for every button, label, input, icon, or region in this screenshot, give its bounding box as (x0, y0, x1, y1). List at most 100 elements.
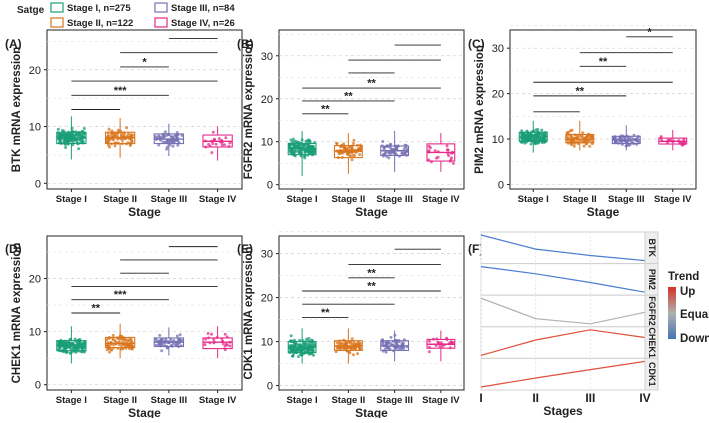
data-point (572, 144, 576, 148)
data-point (130, 140, 134, 144)
data-point (180, 339, 184, 343)
data-point (115, 134, 119, 138)
data-point (162, 135, 166, 139)
data-point (543, 132, 547, 136)
data-point (356, 352, 360, 356)
box-stage-3 (153, 327, 185, 356)
data-point (451, 161, 455, 165)
data-point (217, 137, 221, 141)
y-tick-label: 30 (261, 51, 273, 63)
legend-entry: Stage I, n=275 (50, 2, 131, 14)
data-point (56, 127, 60, 131)
data-point (304, 145, 308, 149)
significance-label: * (647, 26, 652, 38)
data-point (381, 342, 384, 346)
data-point (119, 134, 123, 138)
data-point (440, 345, 444, 348)
trend-line (480, 266, 646, 293)
data-point (175, 334, 179, 338)
box-stage-1 (518, 120, 548, 153)
data-point (298, 349, 302, 352)
data-point (394, 152, 397, 156)
data-point (397, 347, 401, 351)
gridlines (47, 41, 242, 184)
data-point (58, 341, 62, 345)
box-stage-3 (153, 123, 185, 157)
x-axis-label: Stage (587, 205, 620, 219)
data-point (385, 342, 389, 345)
data-point (122, 132, 126, 136)
data-point (77, 132, 80, 136)
x-axis-label: Stage (355, 205, 388, 219)
data-point (389, 152, 393, 155)
box-stage-1 (56, 326, 87, 364)
data-point (207, 142, 211, 146)
data-point (295, 349, 299, 353)
panel-label: (B) (237, 37, 254, 51)
data-point (578, 134, 582, 138)
data-point (107, 127, 111, 131)
data-point (402, 147, 406, 151)
box-stage-2 (333, 133, 363, 174)
data-point (223, 332, 227, 336)
data-point (394, 346, 398, 350)
data-point (299, 151, 303, 154)
panel-label: (E) (237, 242, 253, 256)
data-point (172, 339, 176, 342)
data-point (428, 146, 432, 150)
x-tick-label: Stage III (151, 194, 187, 205)
data-point (110, 348, 114, 352)
data-point (289, 349, 293, 353)
data-point (176, 143, 180, 147)
data-point (352, 138, 356, 142)
trend-legend-label: Down (680, 333, 709, 345)
data-point (171, 135, 175, 139)
x-tick-label: Stage IV (654, 194, 692, 205)
data-point (220, 143, 224, 147)
x-tick-label: Stage III (151, 395, 187, 406)
data-point (337, 152, 341, 156)
y-tick-label: 10 (492, 134, 504, 146)
data-point (107, 139, 111, 143)
strip-label: CDK1 (647, 362, 657, 387)
data-point (291, 353, 295, 357)
data-point (389, 335, 393, 339)
x-axis-label: Stage (128, 205, 161, 219)
y-tick-label: 20 (29, 65, 41, 77)
data-point (587, 135, 591, 139)
trend-legend: Trend Up Equal Down (668, 271, 709, 345)
data-point (80, 347, 84, 351)
box-stage-1 (56, 116, 87, 160)
data-point (211, 142, 215, 145)
trend-chek1: CHEK1 (480, 326, 659, 359)
plot-area (509, 29, 697, 190)
x-tick-label: Stage I (56, 194, 87, 205)
data-point (119, 132, 123, 136)
data-point (293, 149, 297, 153)
data-point (117, 340, 121, 344)
data-point (388, 347, 392, 351)
data-point (351, 353, 355, 357)
data-point (60, 129, 64, 132)
data-point (636, 136, 640, 140)
box-stage-4 (202, 126, 233, 161)
legend-label: Stage II, n=122 (67, 18, 133, 29)
data-point (349, 346, 353, 350)
y-tick-label: 20 (29, 273, 41, 285)
significance-label: ** (91, 303, 100, 315)
significance-label: ** (367, 281, 376, 293)
box-stage-2 (333, 328, 363, 364)
data-point (67, 132, 71, 136)
significance-label: ** (344, 90, 353, 102)
data-point (447, 154, 451, 157)
data-point (566, 131, 569, 135)
data-point (125, 126, 129, 130)
data-point (178, 333, 182, 337)
data-point (351, 153, 355, 157)
data-point (347, 153, 351, 157)
data-point (77, 147, 81, 151)
data-point (335, 341, 339, 345)
data-point (537, 141, 541, 145)
